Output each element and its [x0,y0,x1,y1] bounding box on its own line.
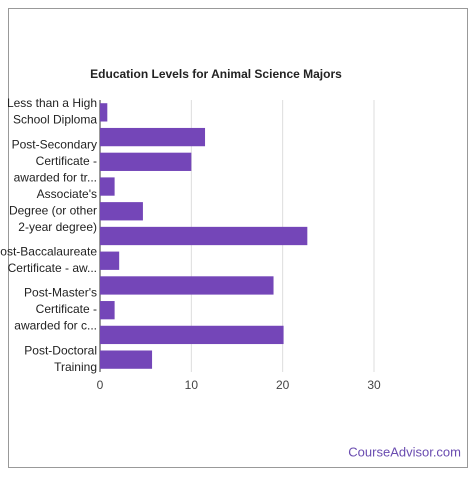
y-tick-label: Post-Secondary Certificate - awarded for… [10,137,97,184]
bar [100,202,143,221]
x-tick-label: 30 [367,378,381,392]
source-credit[interactable]: CourseAdvisor.com [348,444,461,459]
bar [100,350,153,369]
y-tick-label: Less than a High School Diploma [7,96,97,127]
bar [100,226,308,246]
bar [100,103,108,122]
bar [100,152,192,171]
y-tick-label: Post-Master's Certificate - awarded for … [11,286,97,333]
x-tick-label: 20 [276,378,290,392]
bar [100,127,206,147]
bar [100,276,274,295]
chart-title: Education Levels for Animal Science Majo… [90,67,342,81]
bar [100,177,115,196]
bar [100,301,115,320]
x-tick-label: 0 [97,378,104,392]
y-tick-label: Post-Baccalaureate Certificate - aw... [0,245,97,275]
x-tick-label: 10 [185,378,199,392]
y-tick-label: Associate's Degree (or other 2-year degr… [6,187,97,234]
bar [100,325,284,345]
bar [100,251,120,270]
y-tick-label: Post-Doctoral Training [24,344,97,375]
